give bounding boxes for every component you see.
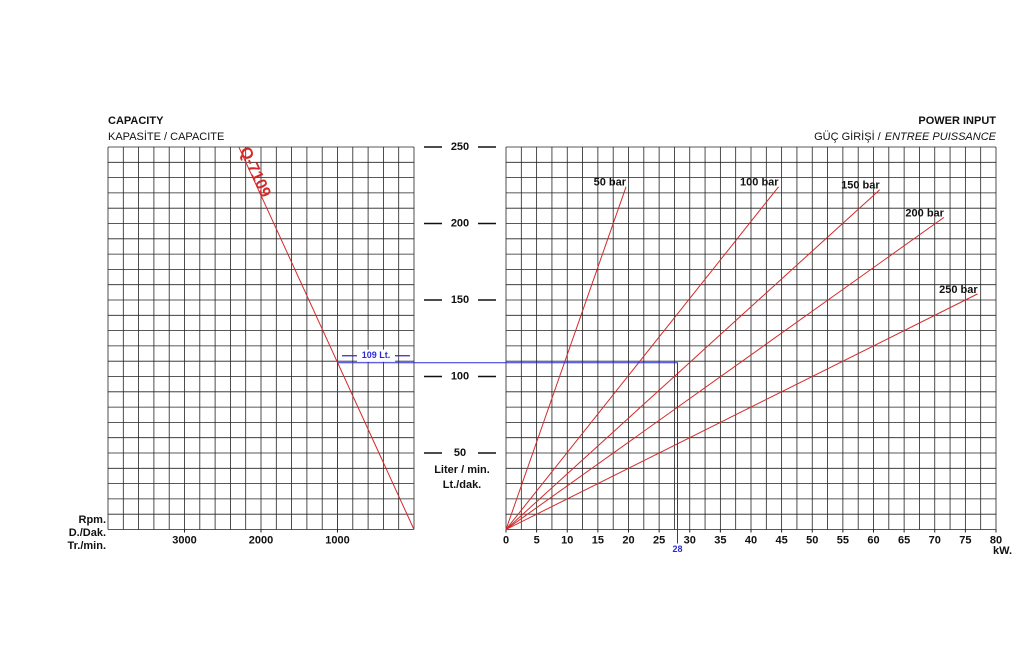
x-tick-label: 80 [990,534,1002,546]
panel-title: CAPACITY [108,115,164,127]
subtitle-part: GÜÇ GİRİŞİ / [814,130,882,143]
x-tick-label: 3000 [172,534,196,546]
series-label: 150 bar [841,180,880,192]
x-tick-label: 65 [898,534,910,546]
x-tick-label: 0 [503,534,509,546]
x-tick-label: 10 [561,534,573,546]
x-tick-label: 40 [745,534,757,546]
series-line [238,146,415,530]
series-label: 200 bar [905,207,944,219]
label-bg [357,349,395,362]
y-axis-label: Liter / min. [434,464,490,476]
annotation-label: 109 Lt. [362,350,391,360]
x-tick-label: 25 [653,534,665,546]
x-tick-label: 30 [684,534,696,546]
x-tick-label: 1000 [325,534,349,546]
x-tick-label: 60 [867,534,879,546]
y-tick-label: 50 [454,447,466,459]
x-tick-label: 20 [622,534,634,546]
x-tick-label: 45 [776,534,788,546]
y-tick-label: 100 [451,370,469,382]
x-tick-label: 55 [837,534,849,546]
series-label: 250 bar [939,284,978,296]
series-label: 100 bar [740,177,779,189]
y-tick-label: 250 [451,141,469,153]
series-line [505,216,945,530]
x-axis-label: Rpm. [79,514,107,526]
series-line [505,186,779,530]
x-tick-label: 70 [929,534,941,546]
y-tick-label: 150 [451,294,469,306]
x-tick-label: 2000 [249,534,273,546]
panel-subtitle: GÜÇ GİRİŞİ / ENTREE PUISSANCE [814,130,997,143]
x-tick-label: 75 [959,534,971,546]
panel-title: POWER INPUT [918,115,996,127]
subtitle-part: ENTREE PUISSANCE [885,131,997,143]
annotation-label: 28 [672,544,682,554]
x-tick-label: 15 [592,534,604,546]
y-tick-label: 200 [451,217,469,229]
x-axis-label: D./Dak. [69,527,106,539]
x-axis-label: kW. [993,545,1012,557]
series-line [505,189,880,530]
x-tick-label: 35 [714,534,726,546]
series-label: 50 bar [594,177,627,189]
reading-line [337,362,678,544]
x-tick-label: 50 [806,534,818,546]
x-tick-label: 5 [534,534,540,546]
series-line [505,293,978,530]
y-axis-label: Lt./dak. [443,479,482,491]
series-line [505,186,627,530]
panel-subtitle: KAPASİTE / CAPACITE [108,130,224,143]
x-axis-label: Tr./min. [67,540,106,552]
